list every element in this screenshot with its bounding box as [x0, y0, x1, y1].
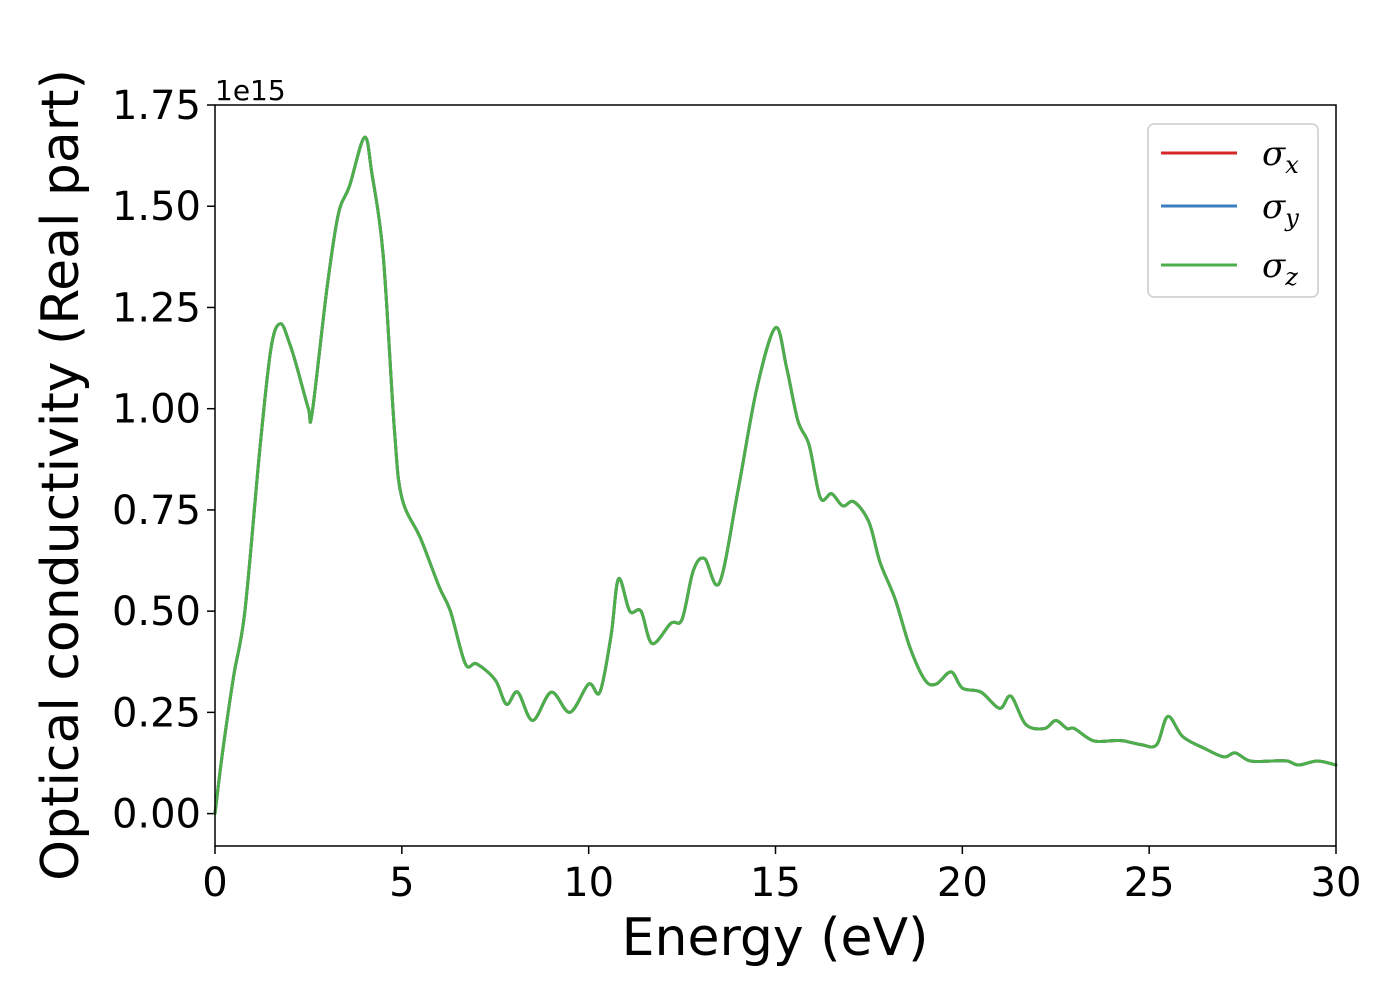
x-tick-label: 5: [389, 860, 414, 906]
x-tick-label: 10: [563, 860, 614, 906]
y-tick-label: 0.50: [112, 589, 201, 635]
series-line-sigma-z: [213, 135, 1338, 816]
y-axis-ticks: 0.00 0.25 0.50 0.75 1.00 1.25 1.50 1.75: [112, 83, 215, 838]
plot-frame: [214, 104, 1337, 847]
y-tick-label: 0.25: [112, 690, 201, 736]
x-tick-label: 25: [1124, 860, 1175, 906]
y-tick-label: 1.25: [112, 285, 201, 331]
x-tick-label: 20: [937, 860, 988, 906]
series-lines: [213, 135, 1338, 816]
legend-label-symbol: σ: [1262, 187, 1286, 227]
legend-label-symbol: σ: [1262, 134, 1286, 174]
y-tick-label: 1.75: [112, 83, 201, 129]
legend-label-sigma-x: σx: [1262, 134, 1299, 179]
legend-box: [1147, 123, 1319, 298]
y-tick-label: 1.00: [112, 387, 201, 433]
x-tick-label: 0: [202, 860, 227, 906]
legend-label-symbol: σ: [1262, 246, 1286, 286]
x-axis-title: Energy (eV): [622, 908, 929, 968]
x-tick-label: 30: [1311, 860, 1362, 906]
y-tick-label: 0.75: [112, 488, 201, 534]
x-tick-label: 15: [750, 860, 801, 906]
legend-label-sigma-z: σz: [1262, 246, 1298, 291]
legend-label-subscript: y: [1284, 204, 1299, 232]
legend-label-sigma-y: σy: [1262, 187, 1299, 232]
y-tick-label: 0.00: [112, 792, 201, 838]
x-axis-ticks: 0 5 10 15 20 25 30: [202, 846, 1361, 906]
y-offset-label: 1e15: [215, 74, 286, 107]
legend-label-subscript: z: [1284, 263, 1298, 291]
y-axis-title: Optical conductivity (Real part): [31, 69, 91, 881]
y-tick-label: 1.50: [112, 184, 201, 230]
legend-label-subscript: x: [1285, 151, 1299, 179]
